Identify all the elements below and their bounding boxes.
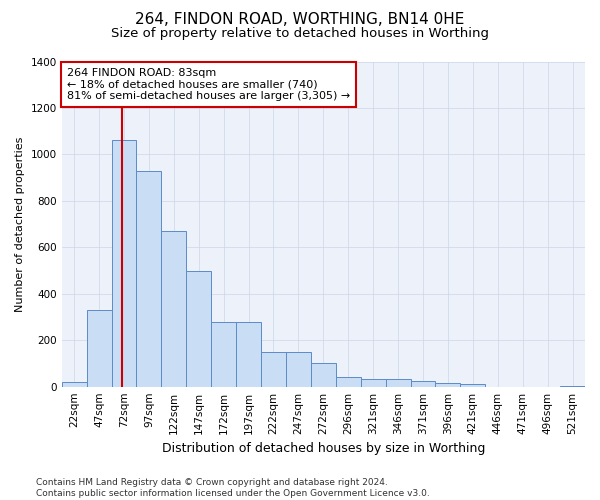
Bar — [211, 322, 236, 386]
Bar — [286, 352, 311, 386]
X-axis label: Distribution of detached houses by size in Worthing: Distribution of detached houses by size … — [161, 442, 485, 455]
Bar — [410, 381, 436, 386]
Bar — [261, 352, 286, 386]
Bar — [311, 364, 336, 386]
Y-axis label: Number of detached properties: Number of detached properties — [15, 136, 25, 312]
Text: Size of property relative to detached houses in Worthing: Size of property relative to detached ho… — [111, 28, 489, 40]
Bar — [186, 270, 211, 386]
Bar — [112, 140, 136, 386]
Text: 264 FINDON ROAD: 83sqm
← 18% of detached houses are smaller (740)
81% of semi-de: 264 FINDON ROAD: 83sqm ← 18% of detached… — [67, 68, 350, 101]
Bar — [361, 378, 386, 386]
Bar — [460, 384, 485, 386]
Bar — [436, 383, 460, 386]
Bar — [236, 322, 261, 386]
Text: 264, FINDON ROAD, WORTHING, BN14 0HE: 264, FINDON ROAD, WORTHING, BN14 0HE — [136, 12, 464, 28]
Bar — [386, 378, 410, 386]
Bar — [62, 382, 86, 386]
Bar — [136, 170, 161, 386]
Bar — [336, 378, 361, 386]
Bar — [86, 310, 112, 386]
Bar — [161, 231, 186, 386]
Text: Contains HM Land Registry data © Crown copyright and database right 2024.
Contai: Contains HM Land Registry data © Crown c… — [36, 478, 430, 498]
